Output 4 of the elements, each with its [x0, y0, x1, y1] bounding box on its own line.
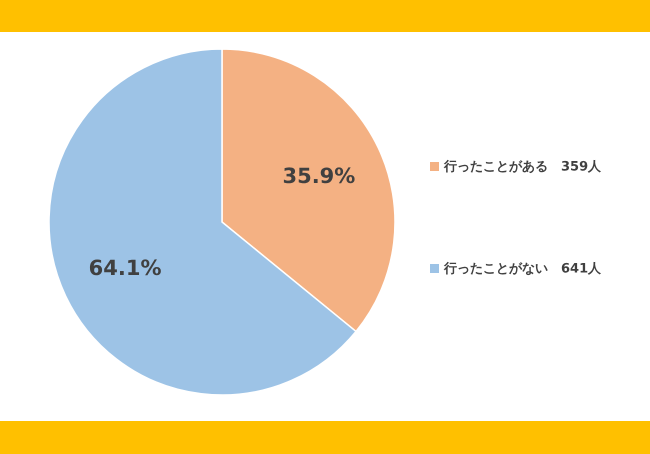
legend-label: 行ったことがある 359人 — [443, 160, 602, 174]
data-label: 64.1% — [88, 256, 162, 280]
data-label: 35.9% — [282, 164, 356, 188]
legend-label: 行ったことがない 641人 — [443, 262, 602, 276]
